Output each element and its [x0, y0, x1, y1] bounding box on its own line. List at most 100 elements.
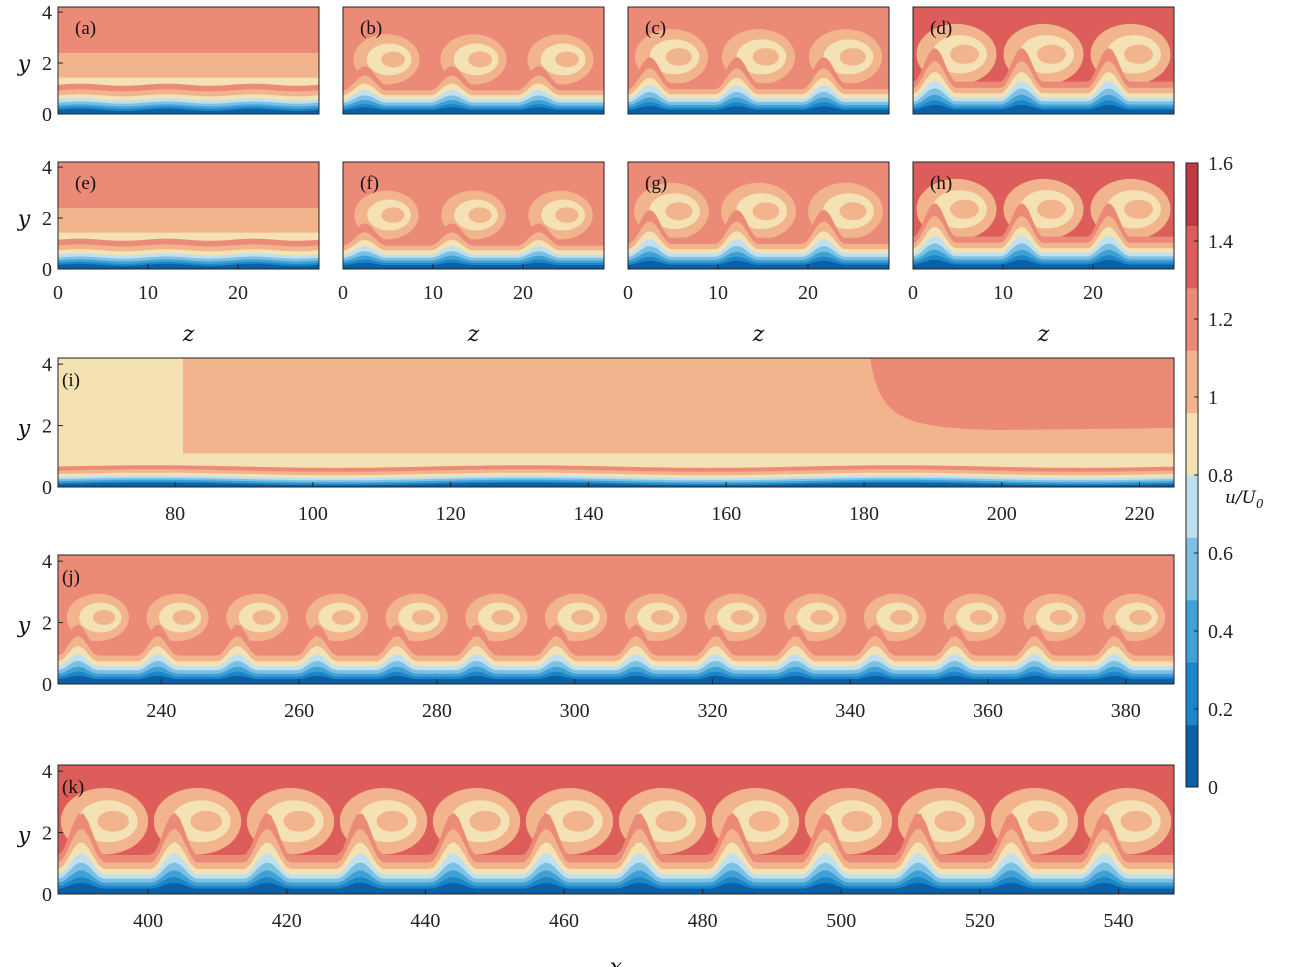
- colorbar-tick-label: 1.2: [1208, 309, 1233, 331]
- y-tick-label: 4: [42, 2, 52, 24]
- y-tick-label: 2: [42, 823, 52, 845]
- axes-frame: [57, 554, 1175, 685]
- x-tick-label: 0: [338, 282, 348, 304]
- contour-band: [628, 106, 889, 114]
- colorbar-segment: [1186, 662, 1198, 726]
- colorbar-label-subscript: 0: [1256, 497, 1264, 511]
- colorbar-tick-label: 0: [1208, 777, 1218, 799]
- contour-band: [913, 259, 1174, 269]
- panel-field: [628, 162, 889, 269]
- x-axis-label: z: [1037, 322, 1050, 347]
- vortex-inner: [1129, 609, 1152, 625]
- x-tick-label: 20: [1083, 282, 1103, 304]
- colorbar-segment: [1186, 287, 1198, 351]
- colorbar-tick-label: 0.4: [1208, 621, 1233, 643]
- x-tick-label: 0: [623, 282, 633, 304]
- panel-label: (k): [62, 777, 84, 798]
- vortex-inner: [381, 51, 406, 68]
- colorbar-segment: [1186, 599, 1198, 663]
- colorbar-segment: [1186, 163, 1198, 226]
- x-tick-label: 10: [423, 282, 443, 304]
- x-tick-label: 420: [272, 910, 302, 932]
- vortex-inner: [839, 202, 867, 221]
- x-tick-label: 480: [688, 910, 718, 932]
- y-tick-label: 0: [42, 104, 52, 126]
- colorbar-tick-label: 1.4: [1208, 231, 1233, 253]
- axes-frame: [57, 357, 1175, 488]
- x-tick-label: 300: [560, 700, 590, 722]
- panel-field: [343, 7, 604, 114]
- panel-label: (h): [930, 173, 952, 194]
- y-axis-label: y: [17, 823, 31, 848]
- vortex-inner: [665, 202, 693, 221]
- x-tick-label: 280: [422, 700, 452, 722]
- panel-field: [58, 358, 1174, 487]
- x-tick-label: 360: [973, 700, 1003, 722]
- y-tick-label: 4: [42, 761, 52, 783]
- contour-band: [58, 882, 1174, 894]
- y-tick-label: 4: [42, 551, 52, 573]
- x-tick-label: 400: [133, 910, 163, 932]
- y-tick-label: 4: [42, 354, 52, 376]
- vortex-inner: [555, 51, 580, 68]
- axes-frame: [57, 6, 320, 115]
- x-tick-label: 10: [993, 282, 1013, 304]
- vortex-inner: [468, 207, 492, 223]
- x-tick-label: 140: [573, 503, 603, 525]
- y-axis-label: y: [17, 416, 31, 441]
- panel-label: (f): [360, 173, 379, 194]
- vortex-inner: [890, 609, 913, 625]
- vortex-inner: [748, 810, 780, 832]
- panel-field: [58, 765, 1174, 894]
- panel-label: (a): [75, 18, 96, 39]
- y-tick-label: 0: [42, 259, 52, 281]
- vortex-inner: [950, 199, 979, 219]
- vortex-inner: [1049, 609, 1072, 625]
- panel-label: (g): [645, 173, 667, 194]
- axes-frame: [57, 764, 1175, 895]
- contour-band: [913, 104, 1174, 114]
- vortex-inner: [571, 609, 594, 625]
- x-axis-label: z: [182, 322, 195, 347]
- vortex-inner: [190, 810, 222, 832]
- x-tick-label: 220: [1125, 503, 1155, 525]
- vortex-inner: [969, 609, 993, 625]
- panel-label: (b): [360, 18, 382, 39]
- axes-frame: [912, 6, 1175, 115]
- x-tick-label: 20: [228, 282, 248, 304]
- y-axis-label: y: [17, 613, 31, 638]
- x-tick-label: 380: [1111, 700, 1141, 722]
- x-tick-label: 160: [711, 503, 741, 525]
- vortex-inner: [1037, 44, 1066, 64]
- vortex-inner: [934, 810, 966, 832]
- vortex-inner: [332, 609, 355, 625]
- y-tick-label: 2: [42, 416, 52, 438]
- x-axis-label: z: [752, 322, 765, 347]
- x-tick-label: 20: [798, 282, 818, 304]
- x-tick-label: 180: [849, 503, 879, 525]
- vortex-inner: [752, 202, 780, 221]
- contour-band: [58, 482, 1174, 487]
- colorbar-tick-label: 0.6: [1208, 543, 1233, 565]
- vortex-inner: [252, 609, 275, 625]
- colorbar-tick-label: 0.8: [1208, 465, 1233, 487]
- contour-band: [58, 675, 1174, 684]
- vortex-inner: [841, 810, 873, 832]
- vortex-inner: [1120, 810, 1152, 832]
- vortex-inner: [1027, 810, 1059, 832]
- panel-field: [58, 7, 319, 114]
- vortex-inner: [468, 51, 493, 68]
- x-tick-label: 10: [138, 282, 158, 304]
- axes-frame: [342, 6, 605, 115]
- vortex-inner: [491, 609, 514, 625]
- axes-frame: [342, 161, 605, 270]
- colorbar-tick-label: 1: [1208, 387, 1218, 409]
- panel-label: (i): [62, 370, 80, 391]
- vortex-inner: [469, 810, 501, 832]
- panel-field: [913, 162, 1174, 269]
- axes-frame: [912, 161, 1175, 270]
- y-tick-label: 2: [42, 613, 52, 635]
- vortex-inner: [92, 609, 116, 625]
- x-tick-label: 10: [708, 282, 728, 304]
